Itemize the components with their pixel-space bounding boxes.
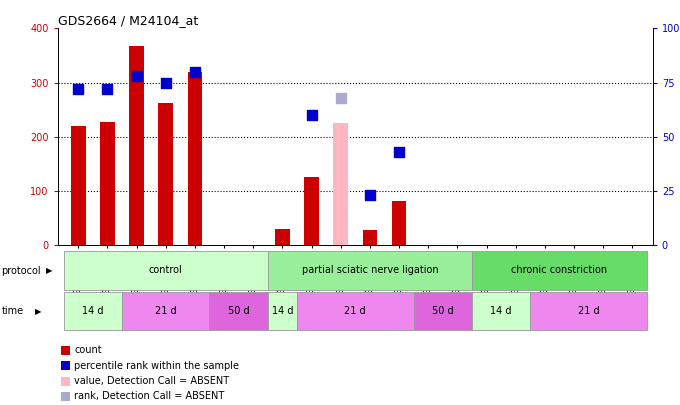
Text: GDS2664 / M24104_at: GDS2664 / M24104_at [58, 14, 198, 27]
Text: 21 d: 21 d [155, 306, 177, 316]
Point [190, 68, 201, 75]
Bar [129, 46, 144, 245]
Bar [268, 292, 297, 330]
Point [394, 149, 405, 155]
Text: protocol: protocol [1, 266, 41, 275]
Bar [268, 251, 472, 290]
Text: 50 d: 50 d [228, 306, 250, 316]
Bar [71, 126, 86, 245]
Text: 14 d: 14 d [271, 306, 293, 316]
Text: ▶: ▶ [35, 307, 41, 315]
Bar [64, 251, 268, 290]
Bar [64, 292, 122, 330]
Bar [304, 177, 319, 245]
Text: 21 d: 21 d [345, 306, 366, 316]
Text: 14 d: 14 d [82, 306, 103, 316]
Text: ▶: ▶ [46, 266, 52, 275]
Bar [275, 229, 290, 245]
Text: 21 d: 21 d [578, 306, 600, 316]
Text: count: count [74, 345, 102, 355]
Text: time: time [1, 306, 24, 316]
Text: control: control [149, 265, 183, 275]
Point [131, 73, 142, 79]
Bar [472, 292, 530, 330]
Point [73, 86, 84, 92]
Bar [158, 103, 173, 245]
Point [102, 86, 113, 92]
Text: 14 d: 14 d [490, 306, 512, 316]
Text: value, Detection Call = ABSENT: value, Detection Call = ABSENT [74, 376, 229, 386]
Point [306, 112, 317, 118]
Bar [413, 292, 472, 330]
Bar [472, 251, 647, 290]
Bar [209, 292, 268, 330]
Text: 50 d: 50 d [432, 306, 454, 316]
Bar [188, 72, 202, 245]
Bar [333, 123, 348, 245]
Bar [100, 122, 115, 245]
Text: percentile rank within the sample: percentile rank within the sample [74, 361, 239, 371]
Bar [392, 200, 407, 245]
Point [364, 192, 375, 198]
Point [160, 79, 171, 86]
Bar [122, 292, 209, 330]
Text: rank, Detection Call = ABSENT: rank, Detection Call = ABSENT [74, 392, 224, 401]
Point [335, 94, 346, 101]
Text: chronic constriction: chronic constriction [511, 265, 607, 275]
Bar [297, 292, 413, 330]
Text: partial sciatic nerve ligation: partial sciatic nerve ligation [301, 265, 438, 275]
Bar [530, 292, 647, 330]
Bar [362, 230, 377, 245]
